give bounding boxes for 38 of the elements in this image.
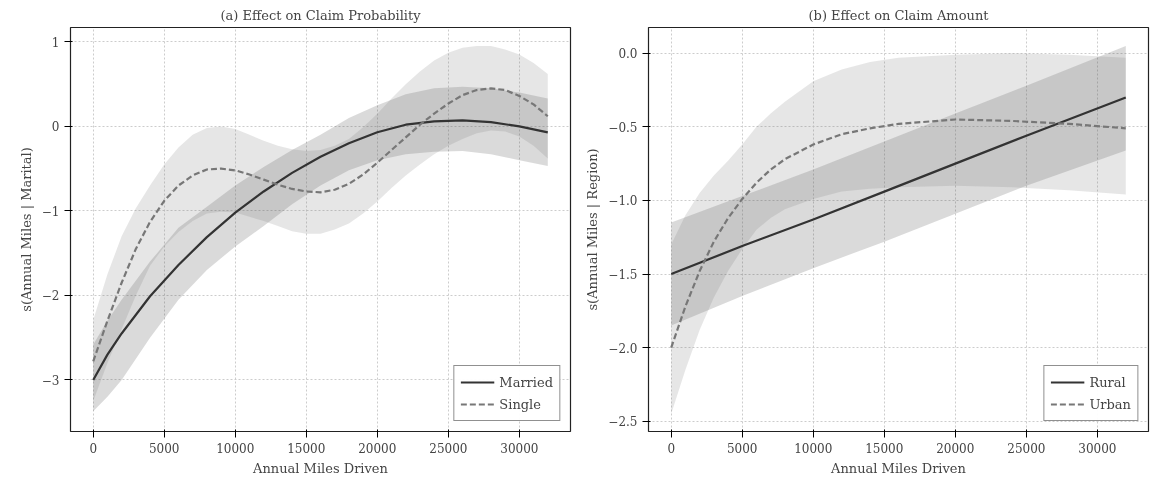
y-tick-label: 0.0: [618, 47, 638, 62]
x-tick-label: 30000: [1078, 441, 1117, 456]
x-tick-label: 0: [667, 441, 676, 456]
x-tick-label: 20000: [936, 441, 975, 456]
line-series: [92, 87, 549, 363]
legend-label: Single: [499, 396, 541, 412]
x-tick-label: 5000: [148, 441, 180, 456]
chart-title: (a) Effect on Claim Probability: [220, 7, 422, 23]
x-tick-label: 15000: [865, 441, 904, 456]
x-axis-title: Annual Miles Driven: [252, 460, 389, 476]
legend-label: Urban: [1089, 396, 1131, 412]
x-tick-label: 0: [89, 441, 98, 456]
y-tick-label: −3: [41, 373, 60, 388]
y-tick-label: −2: [41, 289, 60, 304]
x-tick-label: 10000: [794, 441, 833, 456]
y-axis-title: s(Annual Miles | Region): [585, 148, 601, 311]
x-tick-label: 30000: [500, 441, 539, 456]
chart-title: (b) Effect on Claim Amount: [808, 7, 990, 23]
x-tick-label: 25000: [429, 441, 468, 456]
legend-label: Married: [499, 374, 553, 390]
y-tick-label: −1.5: [608, 268, 638, 283]
y-tick-label: 0: [51, 120, 60, 135]
y-axis-title: s(Annual Miles | Marital): [18, 147, 34, 312]
line-series: [670, 118, 1127, 349]
y-tick-label: −0.5: [608, 120, 638, 135]
x-tick-label: 5000: [726, 441, 758, 456]
y-tick-label: −2.0: [608, 341, 638, 356]
y-tick-label: −2.5: [608, 415, 638, 430]
legend-label: Rural: [1089, 374, 1126, 390]
line-series: [670, 96, 1127, 276]
x-axis-title: Annual Miles Driven: [830, 460, 967, 476]
y-tick-label: −1.0: [608, 194, 638, 209]
y-tick-label: 1: [51, 35, 60, 50]
x-tick-label: 20000: [358, 441, 397, 456]
y-tick-label: −1: [41, 204, 60, 219]
x-tick-label: 10000: [216, 441, 255, 456]
x-tick-label: 25000: [1007, 441, 1046, 456]
x-tick-label: 15000: [287, 441, 326, 456]
